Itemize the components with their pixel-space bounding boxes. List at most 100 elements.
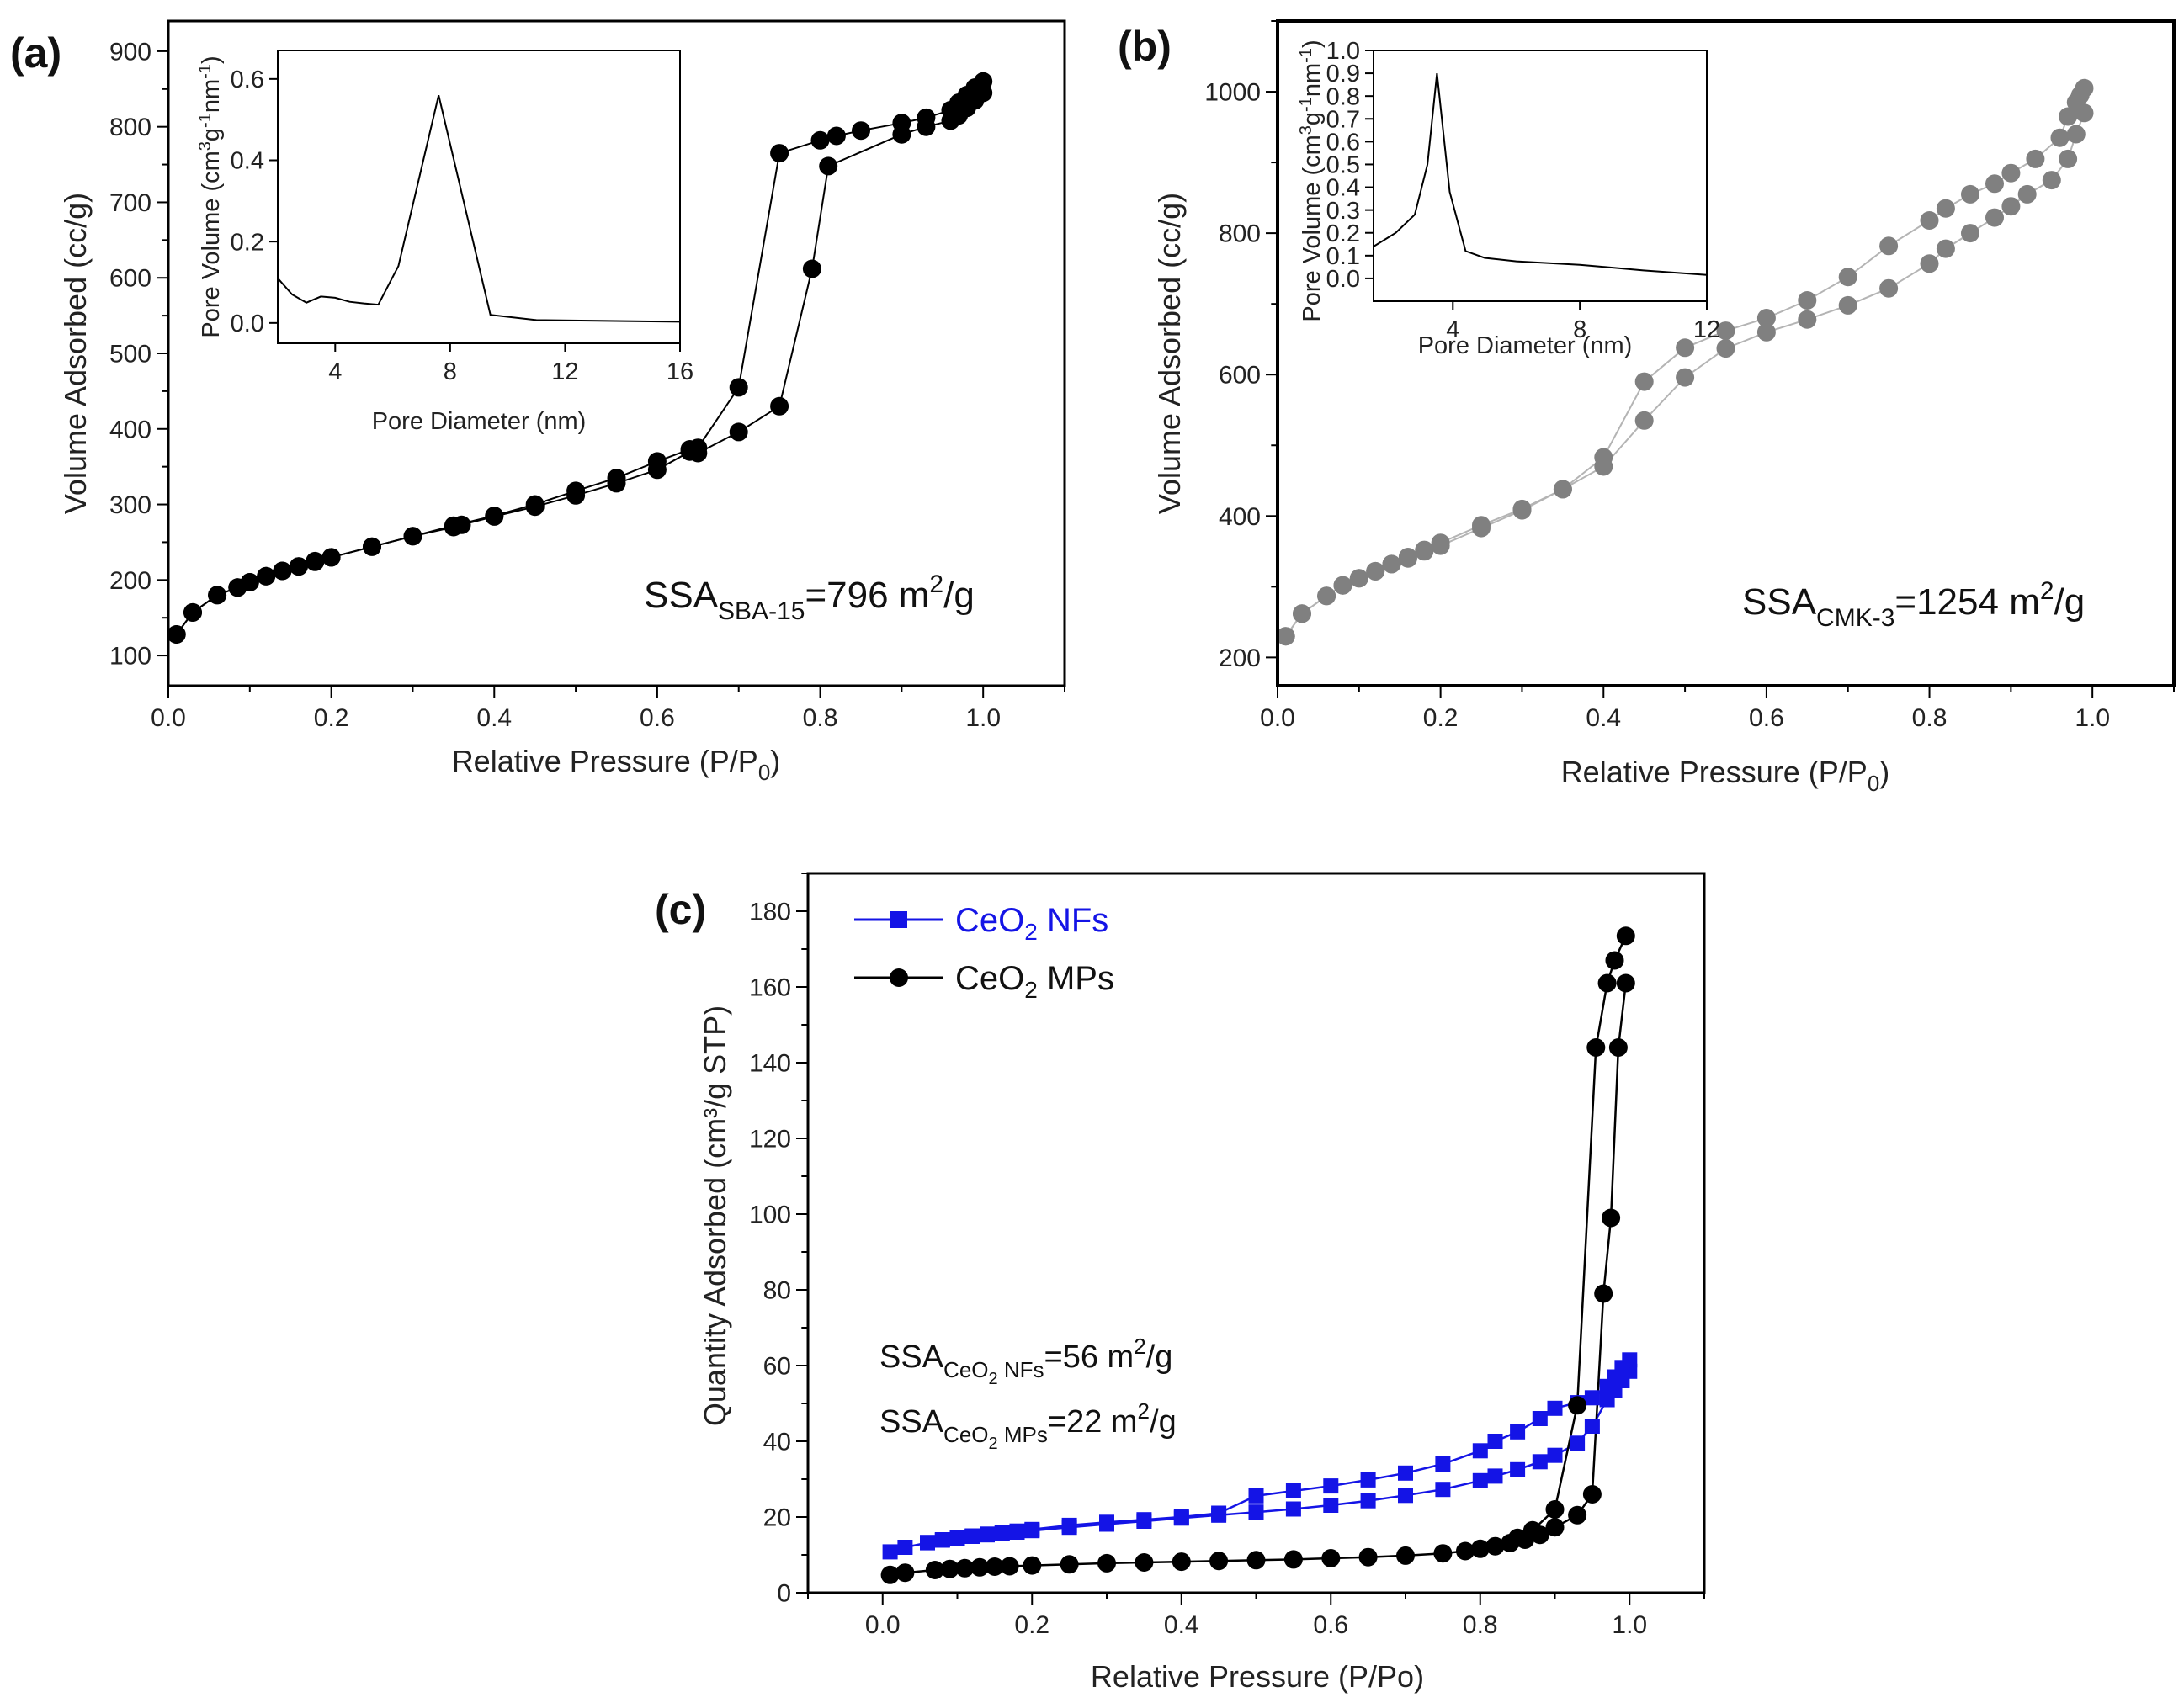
nfs-data-point: [1532, 1411, 1548, 1426]
y-tick-label: 200: [1219, 644, 1261, 672]
data-point-desorption: [1382, 554, 1401, 574]
y-tick-label: 0.7: [1326, 106, 1360, 133]
mps-data-point: [1586, 1038, 1606, 1057]
data-point-adsorption: [1716, 339, 1735, 358]
nfs-data-point: [1398, 1465, 1413, 1481]
y-tick-label: 600: [1219, 362, 1261, 390]
inset-a-ylabel: Pore Volume (cm3g-1nm-1): [196, 56, 225, 337]
data-point-adsorption: [819, 156, 838, 176]
mps-data-point: [1582, 1485, 1602, 1504]
mps-data-point: [1594, 1284, 1613, 1303]
panel-c-legend: CeO2 NFs CeO2 MPs: [854, 902, 1114, 1003]
y-tick-label: 1.0: [1326, 38, 1360, 65]
nfs-data-point: [1435, 1456, 1451, 1472]
nfs-data-point: [1360, 1472, 1376, 1488]
mps-data-point: [1602, 1208, 1621, 1228]
mps-data-point: [1616, 973, 1635, 993]
mps-data-point: [1608, 1038, 1628, 1057]
data-point-desorption: [306, 551, 325, 570]
data-point-adsorption: [729, 422, 748, 442]
data-point-desorption: [2001, 163, 2021, 183]
nfs-data-point: [1009, 1523, 1025, 1539]
data-point-adsorption: [1879, 278, 1899, 298]
data-point-desorption: [647, 452, 667, 471]
data-point-adsorption: [2001, 197, 2021, 216]
y-tick-label: 100: [109, 643, 151, 671]
x-tick-label: 0.4: [1586, 704, 1621, 732]
data-point-desorption: [1512, 499, 1532, 518]
data-point-desorption: [566, 481, 586, 501]
nfs-data-point: [1510, 1461, 1526, 1477]
mps-data-point: [1321, 1549, 1341, 1567]
panel-b-ssa-annotation: SSACMK-3=1254 m2/g: [1742, 577, 2085, 632]
mps-data-point: [1508, 1528, 1528, 1547]
data-point-desorption: [1716, 321, 1735, 341]
data-point-adsorption: [2066, 125, 2086, 144]
nfs-data-point: [1173, 1509, 1189, 1525]
nfs-data-point: [1510, 1424, 1526, 1440]
data-point-adsorption: [1634, 411, 1654, 430]
y-tick-label: 100: [749, 1201, 791, 1229]
panel-c-axes: 0.0 0.2 0.4 0.6 0.8 1.0 0 20 40 60 80 100 120 140 160 1…: [749, 873, 1705, 1639]
mps-data-point: [895, 1563, 915, 1583]
legend-nfs-marker: [890, 911, 907, 928]
nfs-data-point: [1584, 1390, 1600, 1406]
x-tick-label: 0.6: [640, 704, 675, 732]
data-point-desorption: [810, 130, 830, 150]
y-tick-label: 80: [763, 1277, 791, 1305]
panel-b-axes: 0.0 0.2 0.4 0.6 0.8 1.0 200 400 600 800 1000: [1204, 20, 2175, 732]
data-point-desorption: [208, 586, 227, 605]
data-point-desorption: [770, 144, 789, 163]
data-point-desorption: [321, 548, 341, 567]
data-point-adsorption: [1936, 239, 1955, 258]
x-tick-label: 0.2: [1014, 1611, 1049, 1639]
inset-b-frame: [1373, 50, 1708, 302]
y-tick-label: 300: [109, 491, 151, 519]
y-tick-label: 800: [1219, 220, 1261, 248]
data-point-adsorption: [1756, 322, 1776, 342]
inset-a-pore-distribution-line: [277, 94, 681, 323]
panel-label-b: (b): [1118, 23, 1172, 70]
data-point-adsorption: [1961, 224, 1979, 243]
data-point-desorption: [1276, 627, 1295, 646]
mps-data-point: [1396, 1546, 1415, 1565]
mps-data-point: [1616, 926, 1635, 946]
x-tick-label: 4: [328, 358, 342, 385]
panel-c-ylabel: Quantity Adsorbed (cm³/g STP): [698, 1005, 732, 1426]
data-point-desorption: [1756, 309, 1776, 327]
data-point-adsorption: [2042, 171, 2061, 190]
data-point-desorption: [917, 108, 936, 127]
mps-data-point: [1470, 1539, 1490, 1558]
data-point-desorption: [257, 566, 276, 586]
y-tick-label: 40: [763, 1429, 791, 1456]
nfs-data-point: [1323, 1478, 1339, 1494]
panel-c-ssa-mps: SSACeO2 MPs=22 m2/g: [879, 1398, 1177, 1453]
nfs-data-point: [1248, 1488, 1264, 1504]
panel-b-ylabel: Volume Adsorbed (cc/g): [1152, 193, 1187, 514]
nfs-data-point: [1472, 1472, 1488, 1488]
data-point-desorption: [826, 126, 846, 146]
data-point-desorption: [1838, 268, 1857, 287]
data-point-desorption: [1676, 338, 1695, 358]
data-point-desorption: [485, 507, 504, 525]
x-tick-label: 8: [444, 358, 457, 385]
data-point-adsorption: [1838, 295, 1857, 315]
y-tick-label: 0.0: [1326, 266, 1360, 293]
y-tick-label: 700: [109, 189, 151, 217]
y-tick-label: 0.4: [1326, 175, 1360, 202]
panel-c-xlabel: Relative Pressure (P/Po): [1091, 1659, 1424, 1694]
data-point-desorption: [1293, 604, 1311, 623]
data-point-desorption: [1634, 372, 1654, 391]
data-point-desorption: [2066, 93, 2086, 112]
mps-data-point: [1522, 1520, 1542, 1540]
nfs-data-point: [1532, 1454, 1548, 1470]
panel-a-inset: 4 8 12 16 0.0 0.2 0.4 0.6 Pore Diameter (nm) Po…: [196, 50, 693, 435]
nfs-data-point: [934, 1532, 950, 1547]
x-tick-label: 0.2: [314, 704, 349, 732]
mps-data-point: [970, 1557, 990, 1577]
x-tick-label: 0.0: [1260, 704, 1295, 732]
nfs-data-point: [897, 1540, 913, 1555]
data-point-desorption: [1366, 561, 1385, 581]
nfs-data-point: [1487, 1468, 1503, 1484]
